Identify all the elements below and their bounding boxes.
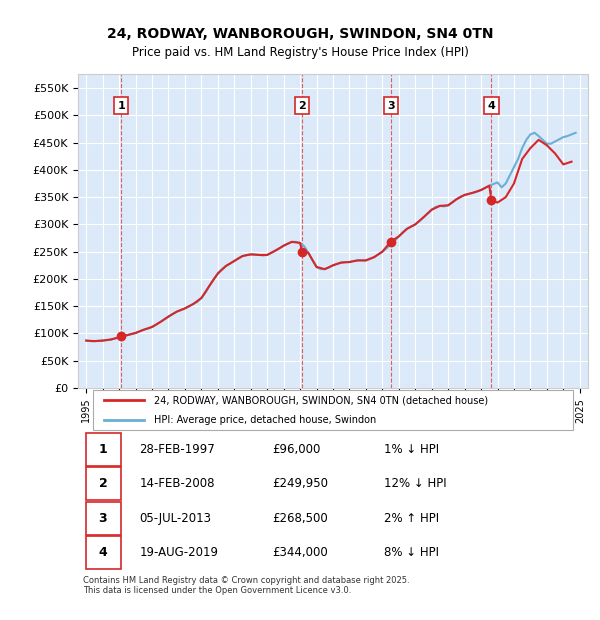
Text: 24, RODWAY, WANBOROUGH, SWINDON, SN4 0TN (detached house): 24, RODWAY, WANBOROUGH, SWINDON, SN4 0TN… [155, 396, 488, 405]
FancyBboxPatch shape [86, 467, 121, 500]
Text: 2: 2 [98, 477, 107, 490]
Text: 12% ↓ HPI: 12% ↓ HPI [384, 477, 446, 490]
Text: 4: 4 [487, 101, 496, 111]
Text: Price paid vs. HM Land Registry's House Price Index (HPI): Price paid vs. HM Land Registry's House … [131, 46, 469, 59]
Text: 28-FEB-1997: 28-FEB-1997 [139, 443, 215, 456]
Text: £249,950: £249,950 [272, 477, 328, 490]
Text: 3: 3 [387, 101, 395, 111]
FancyBboxPatch shape [94, 390, 573, 430]
Text: HPI: Average price, detached house, Swindon: HPI: Average price, detached house, Swin… [155, 415, 377, 425]
Text: 1: 1 [98, 443, 107, 456]
FancyBboxPatch shape [86, 502, 121, 535]
Text: £268,500: £268,500 [272, 512, 328, 525]
Text: 14-FEB-2008: 14-FEB-2008 [139, 477, 215, 490]
Text: 3: 3 [98, 512, 107, 525]
Text: 2: 2 [298, 101, 306, 111]
Text: Contains HM Land Registry data © Crown copyright and database right 2025.
This d: Contains HM Land Registry data © Crown c… [83, 575, 410, 595]
Text: 4: 4 [98, 546, 107, 559]
Text: 1: 1 [117, 101, 125, 111]
Text: 05-JUL-2013: 05-JUL-2013 [139, 512, 211, 525]
Text: 2% ↑ HPI: 2% ↑ HPI [384, 512, 439, 525]
FancyBboxPatch shape [86, 433, 121, 466]
Text: 1% ↓ HPI: 1% ↓ HPI [384, 443, 439, 456]
FancyBboxPatch shape [86, 536, 121, 569]
Text: 24, RODWAY, WANBOROUGH, SWINDON, SN4 0TN: 24, RODWAY, WANBOROUGH, SWINDON, SN4 0TN [107, 27, 493, 41]
Text: £344,000: £344,000 [272, 546, 328, 559]
Text: 8% ↓ HPI: 8% ↓ HPI [384, 546, 439, 559]
Text: 19-AUG-2019: 19-AUG-2019 [139, 546, 218, 559]
Text: £96,000: £96,000 [272, 443, 320, 456]
